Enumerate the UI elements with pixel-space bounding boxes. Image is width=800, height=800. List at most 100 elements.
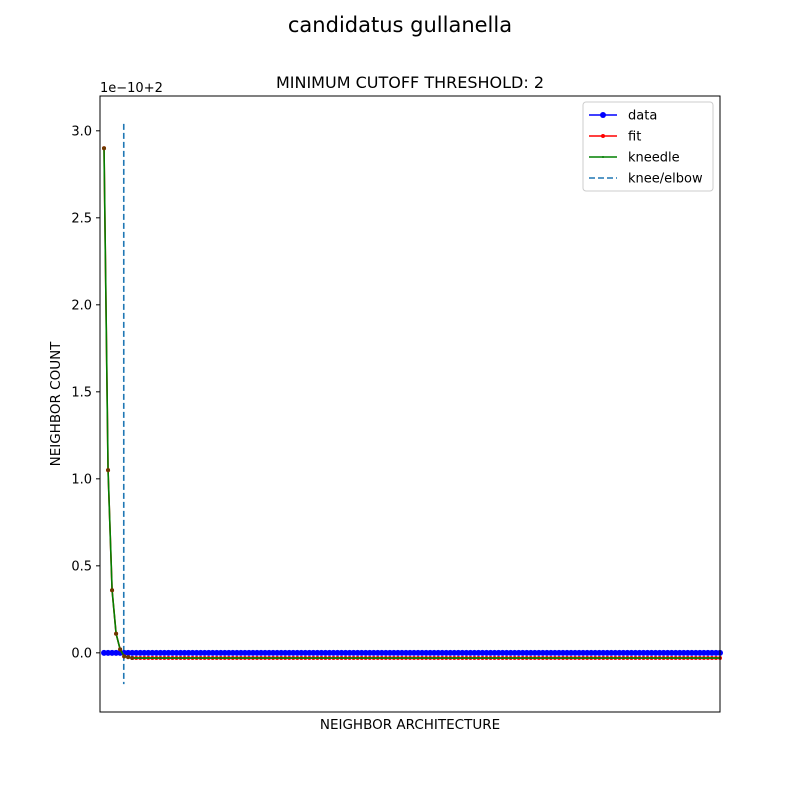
point-kneedle [171,657,174,660]
point-kneedle [493,657,496,660]
point-kneedle [417,657,420,660]
point-kneedle [610,657,613,660]
point-kneedle [239,657,242,660]
point-overlap [106,468,111,473]
point-kneedle [352,657,355,660]
point-kneedle [400,657,403,660]
point-kneedle [574,657,577,660]
point-kneedle [557,657,560,660]
point-kneedle [698,657,701,660]
legend-entry-fit: fit [589,130,641,145]
point-kneedle [231,657,234,660]
point-kneedle [324,657,327,660]
legend-marker [600,112,606,118]
point-kneedle [497,657,500,660]
point-kneedle [256,657,259,660]
point-kneedle [191,657,194,660]
point-kneedle [654,657,657,660]
point-kneedle [485,657,488,660]
point-kneedle [159,657,162,660]
point-kneedle [658,657,661,660]
point-kneedle [235,657,238,660]
point-kneedle [634,657,637,660]
legend-label: data [628,109,657,124]
legend-box [582,101,714,192]
point-kneedle [541,657,544,660]
series-data [101,649,723,656]
point-kneedle [429,657,432,660]
point-kneedle [477,657,480,660]
point-kneedle [163,657,166,660]
point-kneedle [578,657,581,660]
point-kneedle [392,657,395,660]
point-kneedle [227,657,230,660]
point-kneedle [545,657,548,660]
point-kneedle [690,657,693,660]
point-kneedle [525,657,528,660]
point-overlap [114,631,119,636]
chart-title: MINIMUM CUTOFF THRESHOLD: 2 [276,73,544,92]
point-kneedle [505,657,508,660]
point-kneedle [215,657,218,660]
point-kneedle [139,657,142,660]
point-kneedle [316,657,319,660]
point-kneedle [207,657,210,660]
point-kneedle [481,657,484,660]
point-kneedle [384,657,387,660]
point-kneedle [175,657,178,660]
legend: data fit kneedle knee/elbow [582,101,714,192]
point-overlap [122,654,127,659]
point-kneedle [356,657,359,660]
point-kneedle [320,657,323,660]
point-kneedle [413,657,416,660]
series-line-kneedle [103,148,720,659]
legend-entry-data: data [589,109,657,124]
point-kneedle [284,657,287,660]
point-kneedle [300,657,303,660]
point-kneedle [533,657,536,660]
point-kneedle [618,657,621,660]
point-kneedle [167,657,170,660]
point-kneedle [223,657,226,660]
x-axis-label: NEIGHBOR ARCHITECTURE [320,717,500,733]
point-kneedle [404,657,407,660]
point-kneedle [203,657,206,660]
y-tick-label: 3.0 [71,124,92,139]
point-kneedle [594,657,597,660]
point-kneedle [666,657,669,660]
y-tick-label: 0.0 [71,646,92,661]
point-kneedle [211,657,214,660]
point-kneedle [437,657,440,660]
point-kneedle [501,657,504,660]
overlap-markers [102,146,135,661]
point-kneedle [521,657,524,660]
point-kneedle [296,657,299,660]
point-kneedle [662,657,665,660]
point-kneedle [243,657,246,660]
point-kneedle [678,657,681,660]
point-kneedle [364,657,367,660]
point-kneedle [388,657,391,660]
point-kneedle [372,657,375,660]
legend-label: kneedle [628,151,680,166]
series-kneedle [103,147,721,660]
point-kneedle [187,657,190,660]
y-tick-label: 1.5 [71,385,92,400]
point-kneedle [348,657,351,660]
point-kneedle [219,657,222,660]
plot-area-frame [99,95,721,713]
point-kneedle [650,657,653,660]
y-tick-label: 1.0 [71,472,92,487]
point-kneedle [304,657,307,660]
point-kneedle [332,657,335,660]
point-kneedle [441,657,444,660]
series-group [101,146,723,661]
point-kneedle [312,657,315,660]
point-kneedle [714,657,717,660]
legend-marker [601,134,605,138]
point-kneedle [251,657,254,660]
point-kneedle [368,657,371,660]
point-kneedle [702,657,705,660]
point-kneedle [638,657,641,660]
point-kneedle [340,657,343,660]
